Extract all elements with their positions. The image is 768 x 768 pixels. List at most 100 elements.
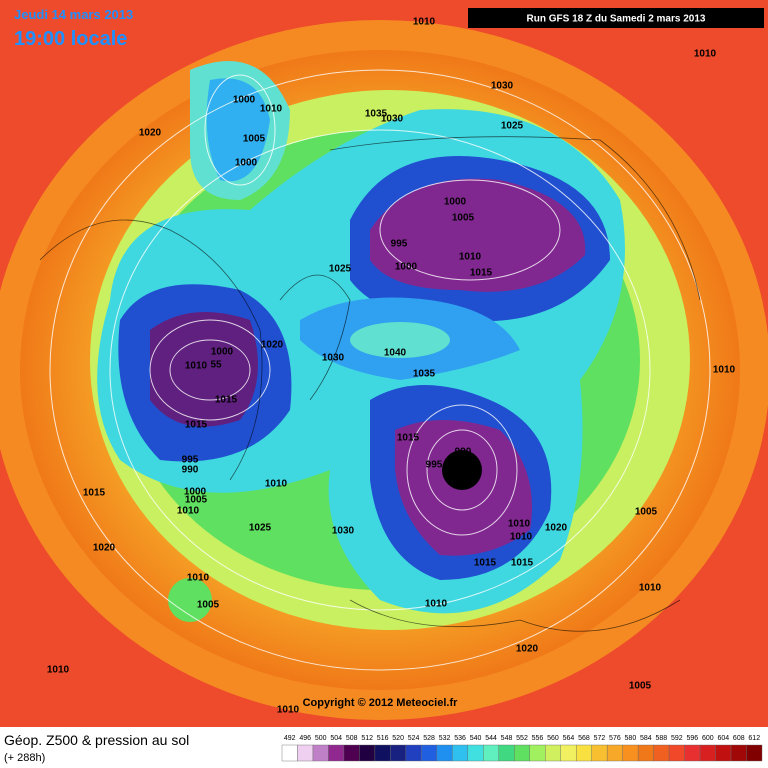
pressure-label: 1000	[444, 197, 467, 208]
pressure-label: 1030	[491, 81, 514, 92]
legend-label: 492	[284, 735, 296, 742]
legend-label: 504	[330, 735, 342, 742]
legend-label: 548	[501, 735, 513, 742]
time: 19:00 locale	[14, 28, 127, 50]
legend-label: 552	[516, 735, 528, 742]
pressure-label: 1015	[83, 488, 106, 499]
legend-swatch	[498, 744, 515, 762]
pressure-label: 1010	[713, 365, 736, 376]
legend-label: 584	[640, 735, 652, 742]
legend-label: 572	[594, 735, 606, 742]
run-box	[468, 8, 764, 28]
pressure-label: 1010	[639, 583, 662, 594]
pressure-label: 1010	[277, 705, 300, 716]
legend-swatch	[606, 744, 623, 762]
legend-swatch	[281, 744, 298, 762]
legend-label: 560	[547, 735, 559, 742]
pressure-label: 1010	[459, 252, 482, 263]
pressure-label: 1005	[243, 134, 266, 145]
legend-label: 596	[686, 735, 698, 742]
legend-swatch	[529, 744, 546, 762]
legend-swatch	[622, 744, 639, 762]
legend-swatch	[452, 744, 469, 762]
legend: 492 496 500 504 508 512 516 520 524 528 532 536 540 5…	[281, 735, 763, 762]
pressure-label: 1015	[474, 558, 497, 569]
legend-label: 576	[609, 735, 621, 742]
legend-label: 604	[717, 735, 729, 742]
pressure-label: 1030	[332, 526, 355, 537]
legend-swatch	[637, 744, 654, 762]
legend-swatch	[467, 744, 484, 762]
legend-swatch	[405, 744, 422, 762]
legend-swatch	[421, 744, 438, 762]
legend-swatch	[653, 744, 670, 762]
pressure-label: 1035	[413, 369, 436, 380]
legend-swatch	[483, 744, 499, 762]
legend-swatch	[575, 744, 592, 762]
pressure-label: 1000	[235, 158, 258, 169]
pressure-label: 1005	[635, 507, 658, 518]
pressure-label: 1015	[470, 268, 493, 279]
copyright: Copyright © 2012 Meteociel.fr	[303, 697, 459, 709]
pressure-label: 1025	[249, 523, 272, 534]
legend-swatch	[374, 744, 391, 762]
legend-swatch	[297, 744, 314, 762]
legend-label: 528	[423, 735, 435, 742]
legend-label: 508	[346, 735, 358, 742]
legend-swatch	[312, 744, 329, 762]
legend-swatch	[560, 744, 577, 762]
pressure-label: 1015	[511, 558, 534, 569]
pressure-label: 1000	[395, 262, 418, 273]
legend-swatch	[514, 744, 530, 762]
legend-label: 536	[454, 735, 466, 742]
pressure-label: 1025	[501, 121, 524, 132]
pressure-label: 995	[391, 239, 408, 250]
legend-swatch	[343, 744, 360, 762]
legend-swatch	[328, 744, 345, 762]
legend-swatch	[390, 744, 407, 762]
date: Jeudi 14 mars 2013	[14, 7, 133, 22]
pressure-label: 1010	[694, 49, 717, 60]
legend-label: 600	[702, 735, 714, 742]
legend-swatch	[436, 744, 453, 762]
pressure-label: 1010	[425, 599, 448, 610]
legend-swatch	[359, 744, 376, 762]
pressure-label: 1010	[47, 665, 70, 676]
field	[0, 0, 768, 727]
legend-swatch	[684, 744, 701, 762]
pressure-label: 1010	[508, 519, 531, 530]
legend-label: 564	[563, 735, 575, 742]
pressure-label: 1010	[177, 506, 200, 517]
legend-swatch	[730, 744, 747, 762]
pressure-label: 1015	[185, 420, 208, 431]
pressure-label: 995	[182, 455, 199, 466]
legend-label: 556	[532, 735, 544, 742]
pressure-label: 1000	[184, 487, 207, 498]
pressure-label: 55	[210, 360, 222, 371]
legend-label: 580	[625, 735, 637, 742]
pressure-label: 1000	[211, 347, 234, 358]
legend-label: 568	[578, 735, 590, 742]
pressure-label: 1025	[329, 264, 352, 275]
legend-label: 516	[377, 735, 389, 742]
legend-label: 532	[439, 735, 451, 742]
pressure-label: 1030	[322, 353, 345, 364]
pressure-label: 1010	[510, 532, 533, 543]
pressure-label: 1005	[185, 495, 208, 506]
pressure-label: 1015	[397, 433, 420, 444]
pressure-label: 1005	[629, 681, 652, 692]
pressure-label: 1020	[516, 644, 539, 655]
pressure-label: 1030	[381, 114, 404, 125]
legend-label: 512	[361, 735, 373, 742]
legend-swatch	[746, 744, 763, 762]
pressure-label: 1010	[187, 573, 210, 584]
pressure-label: 990	[455, 447, 472, 458]
pressure-label: 1010	[413, 17, 436, 28]
legend-label: 496	[299, 735, 311, 742]
pressure-label: 1000	[233, 95, 256, 106]
pressure-label: 1035	[365, 109, 388, 120]
legend-swatch	[668, 744, 685, 762]
legend-label: 520	[392, 735, 404, 742]
